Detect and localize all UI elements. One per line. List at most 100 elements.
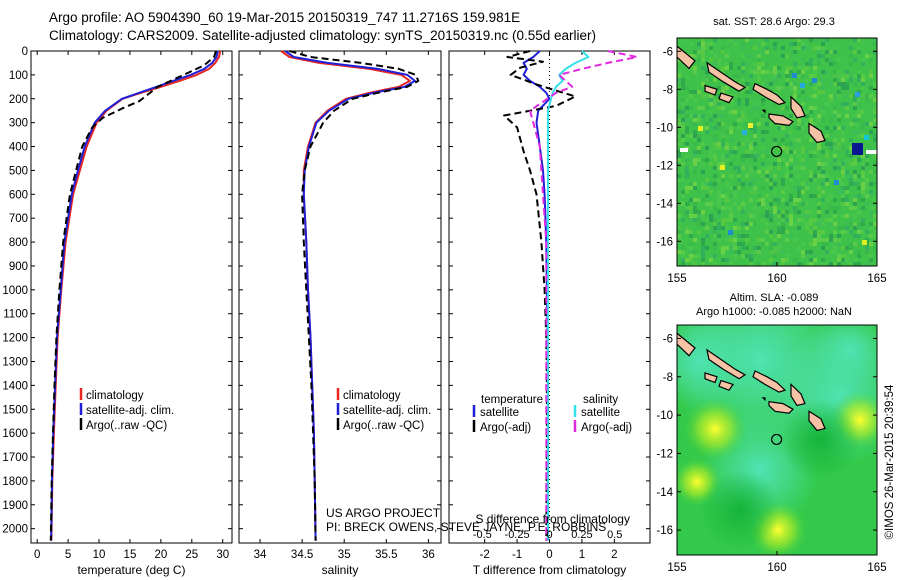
sst-cell [845, 154, 849, 158]
sst-cell [761, 130, 765, 134]
sst-cell [849, 250, 853, 254]
sst-cell [685, 158, 689, 162]
sst-cell [861, 182, 865, 186]
sst-cell [781, 138, 785, 142]
land-island [718, 92, 734, 104]
sst-cell [693, 138, 697, 142]
sst-cell [861, 206, 865, 210]
sst-cell [841, 194, 845, 198]
sst-cell [801, 90, 805, 94]
sst-cell [781, 258, 785, 262]
sst-cell [757, 122, 761, 126]
sst-cell [873, 110, 877, 114]
sst-cell [793, 94, 797, 98]
sst-cell [721, 190, 725, 194]
sst-cell [761, 138, 765, 142]
sst-cell [681, 118, 685, 122]
sst-cell [857, 50, 861, 54]
sst-speckle [862, 240, 867, 245]
sst-cell [697, 46, 701, 50]
sst-cell [801, 58, 805, 62]
series-satellite [50, 50, 219, 541]
sst-cell [789, 142, 793, 146]
sst-cell [729, 62, 733, 66]
sst-cell [765, 166, 769, 170]
sst-cell [741, 110, 745, 114]
sst-cell [713, 242, 717, 246]
sst-cell [769, 210, 773, 214]
sst-cell [801, 250, 805, 254]
sst-cell [777, 230, 781, 234]
sst-cell [685, 134, 689, 138]
sst-cell [861, 170, 865, 174]
sst-cell [833, 78, 837, 82]
sst-cell [797, 194, 801, 198]
sst-cell [849, 174, 853, 178]
sst-cell [837, 206, 841, 210]
x-tick-label: 155 [667, 273, 686, 285]
sst-cell [853, 102, 857, 106]
sst-cell [785, 238, 789, 242]
sst-cell [713, 138, 717, 142]
sst-cell [697, 118, 701, 122]
sst-cell [829, 206, 833, 210]
sst-cell [737, 166, 741, 170]
sst-cell [801, 186, 805, 190]
sst-cell [861, 74, 865, 78]
land-island [790, 382, 806, 407]
sst-cell [829, 82, 833, 86]
sst-cell [813, 230, 817, 234]
sst-cell [773, 142, 777, 146]
sst-cell [821, 238, 825, 242]
sst-cell [693, 122, 697, 126]
sst-cell [805, 250, 809, 254]
s-tick-label: -0.25 [505, 529, 530, 541]
sst-cell [693, 66, 697, 70]
sst-cell [813, 94, 817, 98]
sst-cell [689, 246, 693, 250]
sst-cell [817, 158, 821, 162]
sst-cell [801, 166, 805, 170]
sst-cell [833, 114, 837, 118]
sst-cell [689, 230, 693, 234]
sst-cell [701, 250, 705, 254]
legend-title-temperature: temperature [481, 394, 543, 406]
sst-cell [761, 202, 765, 206]
y-tick-label: 700 [9, 213, 28, 225]
y-tick-label: -12 [656, 448, 673, 460]
sst-cell [849, 150, 853, 154]
sst-cell [793, 50, 797, 54]
sst-cell [837, 190, 841, 194]
sst-cell [873, 170, 877, 174]
sst-cell [733, 238, 737, 242]
sst-cell [765, 154, 769, 158]
sst-cell [721, 250, 725, 254]
sst-cell [677, 150, 681, 154]
sst-cell [685, 98, 689, 102]
y-tick-label: 0 [22, 46, 28, 58]
sst-cell [873, 230, 877, 234]
sst-cell [773, 42, 777, 46]
sst-cell [677, 178, 681, 182]
sst-cell [849, 242, 853, 246]
sst-cell [709, 190, 713, 194]
sst-cell [873, 94, 877, 98]
sst-cell [693, 262, 697, 266]
sst-cell [785, 142, 789, 146]
sst-cell [857, 102, 861, 106]
sst-cell [709, 258, 713, 262]
y-tick-label: 1600 [2, 428, 28, 440]
sst-cell [833, 222, 837, 226]
sst-cell [721, 178, 725, 182]
sst-cell [689, 214, 693, 218]
sst-cell [785, 186, 789, 190]
sst-cell [677, 238, 681, 242]
legend-label: Argo(-adj) [480, 422, 531, 434]
sst-cell [785, 166, 789, 170]
sst-cell [805, 202, 809, 206]
sst-cell [773, 242, 777, 246]
sst-cell [833, 166, 837, 170]
sst-cell [849, 122, 853, 126]
sst-cell [701, 130, 705, 134]
sst-cell [709, 206, 713, 210]
